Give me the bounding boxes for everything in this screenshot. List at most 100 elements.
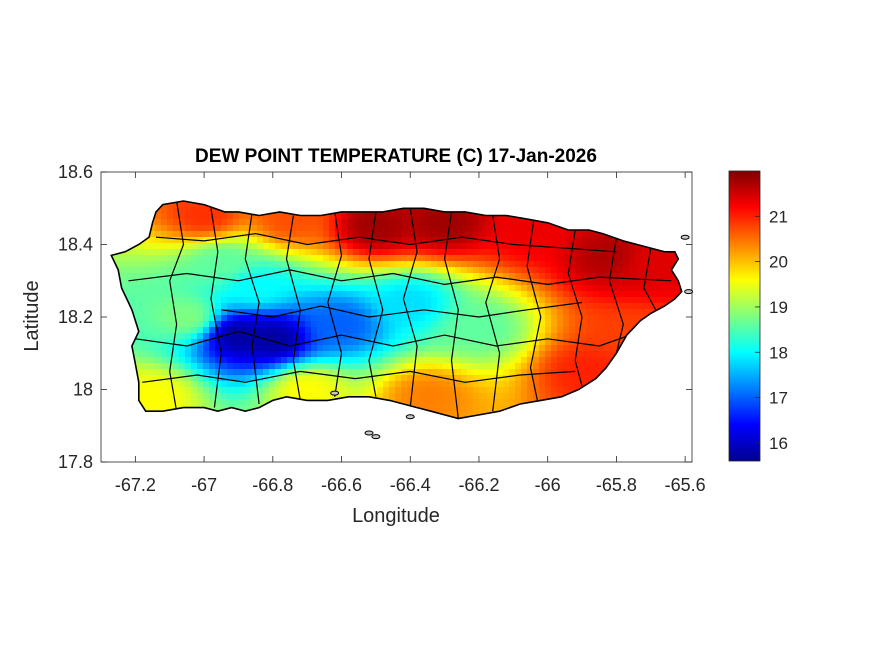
heatmap-cell	[629, 249, 636, 256]
heatmap-cell	[461, 309, 468, 316]
heatmap-cell	[149, 315, 156, 322]
heatmap-cell	[233, 249, 240, 256]
heatmap-cell	[515, 363, 522, 370]
heatmap-cell	[431, 375, 438, 382]
heatmap-cell	[491, 231, 498, 238]
heatmap-cell	[317, 321, 324, 328]
heatmap-cell	[587, 267, 594, 274]
heatmap-cell	[275, 297, 282, 304]
heatmap-cell	[221, 255, 228, 262]
heatmap-cell	[485, 237, 492, 244]
heatmap-cell	[287, 333, 294, 340]
heatmap-cell	[665, 291, 672, 298]
heatmap-cell	[557, 237, 564, 244]
heatmap-cell	[329, 255, 336, 262]
heatmap-cell	[413, 321, 420, 328]
heatmap-cell	[341, 267, 348, 274]
heatmap-cell	[665, 255, 672, 262]
heatmap-cell	[653, 291, 660, 298]
heatmap-cell	[395, 339, 402, 346]
heatmap-cell	[245, 381, 252, 388]
heatmap-cell	[611, 321, 618, 328]
heatmap-cell	[131, 249, 138, 256]
heatmap-cell	[305, 291, 312, 298]
heatmap-cell	[485, 393, 492, 400]
heatmap-cell	[377, 249, 384, 256]
heatmap-cell	[371, 351, 378, 358]
heatmap-cell	[431, 219, 438, 226]
heatmap-cell	[287, 219, 294, 226]
heatmap-cell	[533, 255, 540, 262]
heatmap-cell	[389, 393, 396, 400]
heatmap-cell	[431, 387, 438, 394]
heatmap-cell	[587, 297, 594, 304]
heatmap-cell	[269, 333, 276, 340]
heatmap-cell	[239, 249, 246, 256]
heatmap-cell	[215, 225, 222, 232]
heatmap-cell	[575, 297, 582, 304]
heatmap-cell	[311, 393, 318, 400]
heatmap-cell	[137, 327, 144, 334]
heatmap-cell	[563, 285, 570, 292]
heatmap-cell	[431, 339, 438, 346]
heatmap-cell	[473, 321, 480, 328]
heatmap-cell	[467, 345, 474, 352]
heatmap-cell	[215, 279, 222, 286]
heatmap-cell	[455, 255, 462, 262]
heatmap-cell	[479, 231, 486, 238]
heatmap-cell	[227, 219, 234, 226]
heatmap-cell	[509, 249, 516, 256]
heatmap-cell	[479, 219, 486, 226]
heatmap-cell	[197, 285, 204, 292]
heatmap-cell	[557, 351, 564, 358]
heatmap-cell	[275, 357, 282, 364]
heatmap-cell	[569, 327, 576, 334]
heatmap-cell	[161, 219, 168, 226]
heatmap-cell	[593, 369, 600, 376]
heatmap-cell	[557, 375, 564, 382]
heatmap-cell	[239, 267, 246, 274]
heatmap-cell	[233, 219, 240, 226]
heatmap-cell	[329, 303, 336, 310]
heatmap-cell	[455, 273, 462, 280]
heatmap-cell	[509, 255, 516, 262]
heatmap-cell	[203, 249, 210, 256]
heatmap-cell	[449, 387, 456, 394]
heatmap-cell	[137, 315, 144, 322]
colorbar-tick-label: 20	[769, 253, 788, 272]
heatmap-cell	[155, 225, 162, 232]
heatmap-cell	[239, 219, 246, 226]
heatmap-cell	[257, 369, 264, 376]
heatmap-cell	[461, 351, 468, 358]
heatmap-cell	[485, 297, 492, 304]
heatmap-cell	[383, 315, 390, 322]
heatmap-cell	[293, 315, 300, 322]
heatmap-cell	[347, 261, 354, 268]
heatmap-cell	[377, 363, 384, 370]
heatmap-cell	[359, 237, 366, 244]
heatmap-cell	[317, 279, 324, 286]
heatmap-cell	[479, 339, 486, 346]
heatmap-cell	[461, 387, 468, 394]
heatmap-cell	[317, 261, 324, 268]
heatmap-cell	[359, 363, 366, 370]
heatmap-cell	[329, 213, 336, 220]
heatmap-cell	[551, 255, 558, 262]
heatmap-cell	[149, 345, 156, 352]
heatmap-cell	[473, 237, 480, 244]
heatmap-cell	[245, 405, 252, 412]
heatmap-cell	[155, 243, 162, 250]
heatmap-cell	[179, 339, 186, 346]
heatmap-cell	[377, 357, 384, 364]
heatmap-cell	[359, 225, 366, 232]
heatmap-cell	[299, 273, 306, 280]
heatmap-cell	[149, 273, 156, 280]
heatmap-cell	[167, 327, 174, 334]
heatmap-cell	[275, 237, 282, 244]
heatmap-cell	[575, 351, 582, 358]
heatmap-cell	[539, 231, 546, 238]
heatmap-cell	[569, 357, 576, 364]
heatmap-cell	[461, 327, 468, 334]
heatmap-cell	[455, 339, 462, 346]
heatmap-cell	[623, 291, 630, 298]
